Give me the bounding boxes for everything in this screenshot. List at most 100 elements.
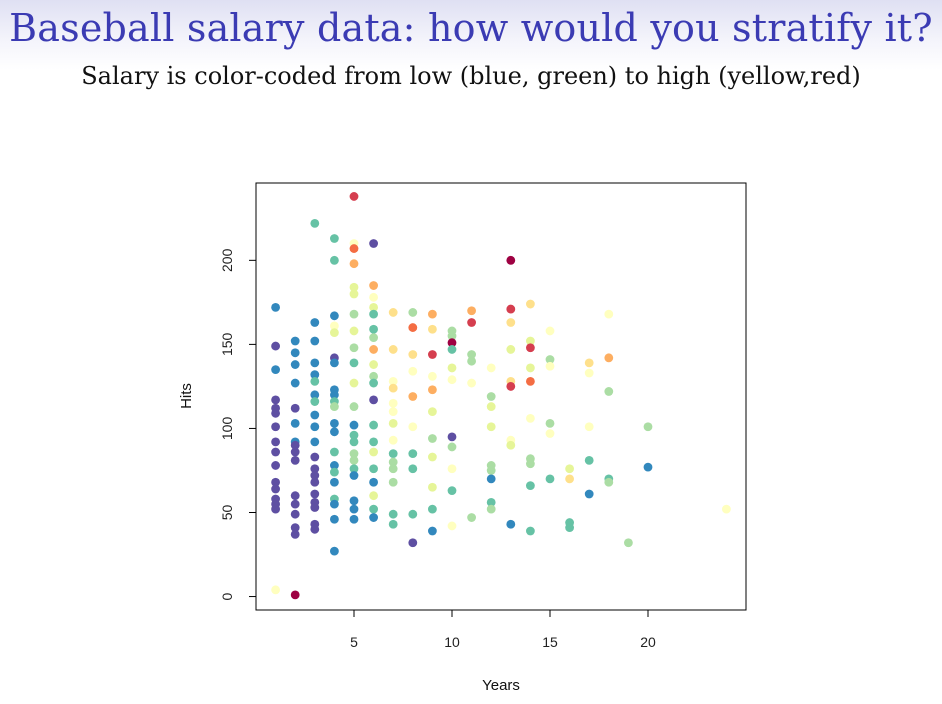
data-point [310,397,320,406]
data-point [447,338,457,348]
data-point [604,309,614,319]
data-point [467,356,476,366]
y-axis: 0 50 100 150 200 [219,248,257,600]
data-point [349,464,359,474]
data-point [349,192,359,201]
data-point [310,452,320,462]
data-point [388,457,398,467]
data-point [310,422,320,432]
data-point [604,353,614,363]
data-point [310,437,320,447]
data-point [349,244,359,253]
data-point [388,509,398,519]
data-point [290,491,300,501]
data-point [584,455,594,465]
x-tick-label: 15 [542,634,558,650]
data-point [447,331,457,341]
data-point [545,355,555,364]
data-point [271,303,280,312]
data-point [369,309,378,319]
data-point [310,503,320,512]
data-point [290,336,300,346]
data-point [271,461,280,470]
data-point [330,546,339,556]
data-point [428,324,437,334]
data-point [349,496,359,506]
data-point [330,390,339,400]
data-point [369,437,378,447]
data-point [506,382,516,391]
data-point [408,366,418,376]
data-point [447,442,457,452]
data-point [486,402,496,411]
data-point [330,499,339,509]
data-point [428,407,437,417]
data-point [388,345,398,354]
data-point [467,378,476,388]
data-point [290,348,300,358]
x-axis-label: Years [482,677,520,694]
data-point [349,471,359,480]
data-point [369,491,378,501]
data-point [388,464,398,474]
data-point [290,529,300,539]
data-point [310,464,320,474]
data-point [310,524,320,534]
data-point [330,447,339,457]
data-point [349,259,359,269]
data-point [369,378,378,388]
data-point [349,378,359,388]
data-point [467,306,476,316]
data-point [369,395,378,405]
data-point [349,449,359,459]
data-point [408,323,418,332]
data-point [486,466,496,475]
data-point [428,434,437,443]
data-point [545,326,555,336]
data-point [330,328,339,338]
data-point [330,514,339,524]
data-point [369,464,378,474]
data-point [330,477,339,487]
data-point [447,464,457,474]
data-point [349,343,359,353]
data-point [290,440,300,450]
data-point [310,376,320,386]
data-point [584,422,594,432]
data-point [526,343,535,353]
data-point [584,358,594,368]
data-point [310,410,320,420]
data-point [526,459,535,469]
data-point [408,538,418,548]
data-point [369,513,378,522]
data-point [604,477,614,487]
data-point [643,422,653,432]
data-point [271,585,280,595]
data-point [408,464,418,474]
data-point [428,526,437,536]
data-point [271,395,280,405]
data-point [486,474,496,484]
y-tick-label: 50 [219,504,235,520]
slide-title: Baseball salary data: how would you stra… [9,6,933,50]
data-point [290,403,300,413]
data-point [486,498,496,507]
data-point [604,387,614,396]
data-point [290,590,300,600]
data-point [349,455,359,465]
data-point [369,371,378,381]
data-point [565,464,574,474]
data-point [526,363,535,373]
data-point [526,376,535,386]
data-point [369,324,378,334]
data-point [526,481,535,490]
data-point [310,318,320,327]
data-point [467,513,476,522]
data-point [290,455,300,465]
data-point [330,461,339,470]
data-point [310,218,320,228]
data-point [526,526,535,536]
data-point [545,418,555,428]
data-point [486,504,496,514]
data-point [349,358,359,368]
